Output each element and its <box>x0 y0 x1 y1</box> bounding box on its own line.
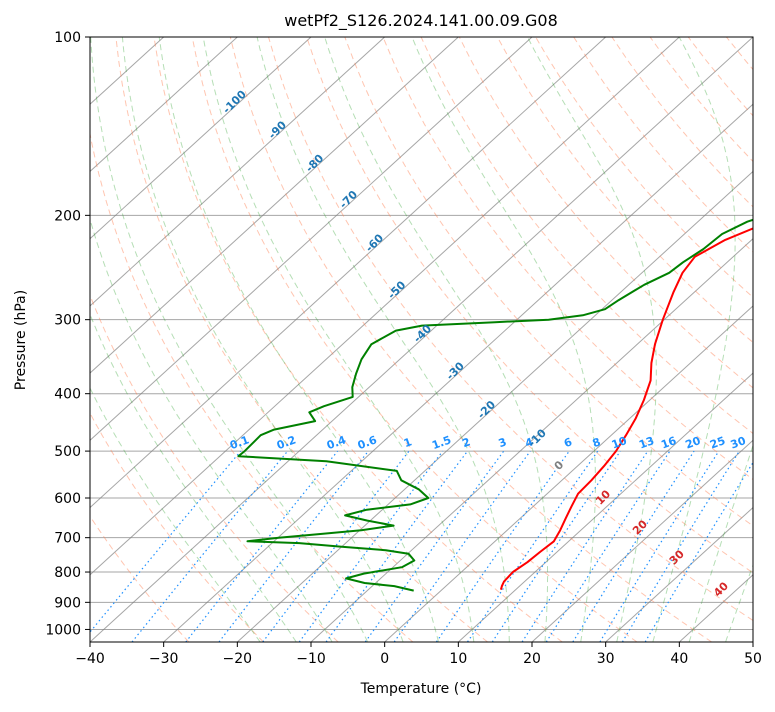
x-tick-label: 50 <box>744 651 762 667</box>
y-tick-label: 900 <box>54 595 81 611</box>
x-tick-label: 10 <box>449 651 467 667</box>
y-tick-label: 700 <box>54 531 81 547</box>
x-tick-label: 20 <box>523 651 541 667</box>
x-tick-label: 30 <box>597 651 615 667</box>
y-tick-label: 200 <box>54 208 81 224</box>
y-tick-label: 600 <box>54 491 81 507</box>
y-tick-label: 1000 <box>45 622 81 638</box>
x-tick-label: −10 <box>296 651 326 667</box>
x-tick-label: 0 <box>380 651 389 667</box>
y-tick-label: 100 <box>54 30 81 46</box>
x-tick-label: −30 <box>149 651 179 667</box>
x-tick-label: −40 <box>75 651 105 667</box>
y-tick-label: 300 <box>54 313 81 329</box>
x-tick-label: −20 <box>223 651 253 667</box>
x-tick-label: 40 <box>670 651 688 667</box>
y-tick-label: 800 <box>54 565 81 581</box>
chart-title: wetPf2_S126.2024.141.00.09.G08 <box>284 11 558 31</box>
y-axis-label: Pressure (hPa) <box>13 290 29 390</box>
y-tick-label: 400 <box>54 387 81 403</box>
x-axis-label: Temperature (°C) <box>360 681 482 697</box>
y-tick-label: 500 <box>54 444 81 460</box>
